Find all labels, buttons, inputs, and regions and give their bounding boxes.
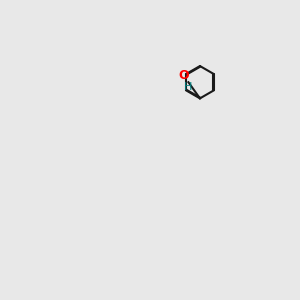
Text: H: H	[184, 82, 193, 92]
Text: O: O	[178, 69, 189, 82]
